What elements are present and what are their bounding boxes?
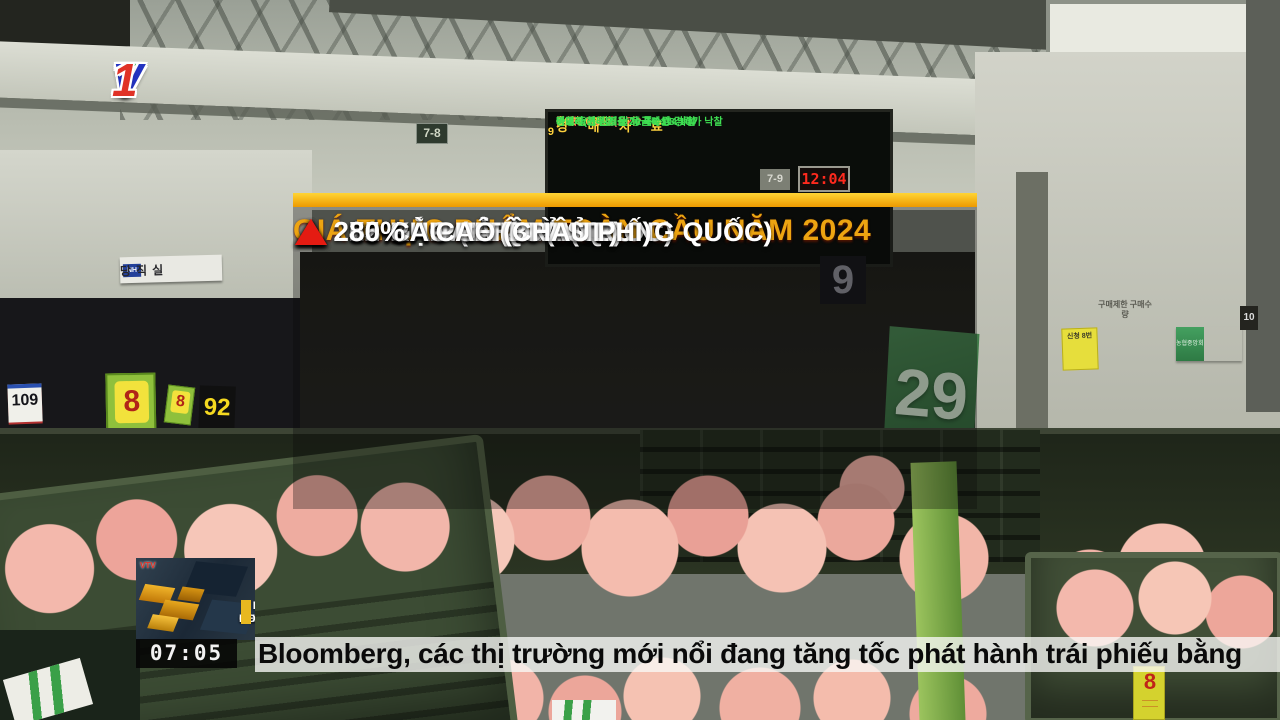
led-line: 마오리(쓰 김세울 20 특5 114,100	[556, 117, 697, 128]
row-label: CA CAO (CHÂU PHI)	[390, 216, 652, 247]
led-date: 2023.08.18	[558, 116, 614, 128]
row-value: 55%	[348, 216, 405, 248]
logo-letter: V	[112, 54, 143, 106]
price-sign-8-bottom: 8 ―――― ――――	[1133, 666, 1165, 720]
yellow-notice-sign: 신청 8번	[1061, 327, 1099, 371]
led-line: 품 목 : 마오리(쓰기?	[556, 117, 642, 128]
led-line: 마오리(쓰 김세울 20 특6 3 8 낙찰	[556, 117, 696, 128]
ticker-text: Bloomberg, các thị trường mới nổi đang t…	[258, 638, 1242, 669]
row-value: 30%	[348, 216, 405, 248]
logo-letter: V	[112, 54, 143, 106]
led-line: 등명 출하주 조 달 등급 수량 경락가 낙찰	[556, 117, 723, 128]
peaches-in-crate	[1037, 560, 1273, 650]
right-door	[1016, 172, 1048, 440]
row-value: 70%	[348, 216, 405, 248]
price-sign-8-small-number: 8	[170, 390, 191, 415]
led-line: 출하처 : 계인	[556, 117, 611, 128]
background-digit-sign: 9	[820, 256, 866, 304]
price-sign-109: 109	[7, 383, 43, 423]
bottom-center-card	[552, 700, 616, 720]
logo-letter: T	[112, 54, 141, 106]
led-clock: 12:04	[798, 166, 850, 192]
program-badge: VTV TÀI CHÍNH KINH DOANH	[136, 558, 255, 640]
duty-room-sign: NH 당직실	[119, 254, 223, 284]
badge-yellow-square	[241, 600, 251, 624]
led-time: 12:09	[548, 126, 554, 138]
row-label: KHOAI TÂY (ANH)	[390, 216, 622, 247]
infographic-title: GIÁ THỰC PHẨM TOÀN CẦU NĂM 2024	[293, 214, 872, 247]
duty-room-text: 당직실	[119, 262, 169, 278]
up-triangle-icon	[293, 218, 329, 246]
led-title: 경 매 자 료	[556, 119, 671, 134]
bay-sign-78: 7-8	[416, 123, 448, 144]
row-label: GẠO (NHẬT BẢN)	[390, 216, 618, 247]
nh-banner: NH 농협중앙회	[1176, 327, 1242, 361]
row-label: RAU CỦ QUẢ (TRUNG QUỐC)	[390, 216, 773, 247]
badge-gold-tile	[147, 614, 179, 632]
news-ticker: Bloomberg, các thị trường mới nổi đang t…	[255, 637, 1280, 672]
badge-vtv-logo: VTV	[140, 561, 156, 570]
left-wall	[0, 150, 312, 310]
bay-sign-10: 10	[1240, 306, 1258, 330]
center-wall-shadow	[300, 252, 990, 442]
price-sign-8-number: 8	[114, 380, 150, 424]
logo-letter: 1	[112, 54, 138, 106]
infographic-body: GIÁ THỰC PHẨM TOÀN CẦU NĂM 2024 GẠO (NHẬ…	[293, 207, 977, 509]
row-value: 48%	[348, 216, 405, 248]
row-value: 22%	[348, 216, 405, 248]
price-sign-8-bottom-number: 8	[1143, 669, 1157, 694]
accent-bar	[293, 193, 977, 207]
price-sign-8-bottom-phone: ―――― ――――	[1142, 697, 1158, 708]
led-line: 경매사:권태훈 산 지:국태선	[556, 117, 670, 128]
wall-notice-text: 구매제한 구매수량	[1098, 300, 1152, 319]
row-value: 280%	[333, 216, 405, 248]
broadcast-clock: 07:05	[136, 639, 237, 668]
badge-gold-tile	[177, 586, 205, 603]
row-label: BẮP CẢI (HÀN QUỐC)	[390, 216, 673, 247]
infographic-panel: GIÁ THỰC PHẨM TOÀN CẦU NĂM 2024 GẠO (NHẬ…	[293, 193, 977, 509]
price-sign-8-small: 8	[163, 384, 196, 426]
bay-sign-79: 7-9	[760, 169, 790, 190]
right-pillar	[1246, 0, 1280, 412]
row-label: CÀ PHÊ (BRASIL)	[390, 216, 618, 247]
nh-banner-text: 농협중앙회	[1176, 327, 1204, 361]
